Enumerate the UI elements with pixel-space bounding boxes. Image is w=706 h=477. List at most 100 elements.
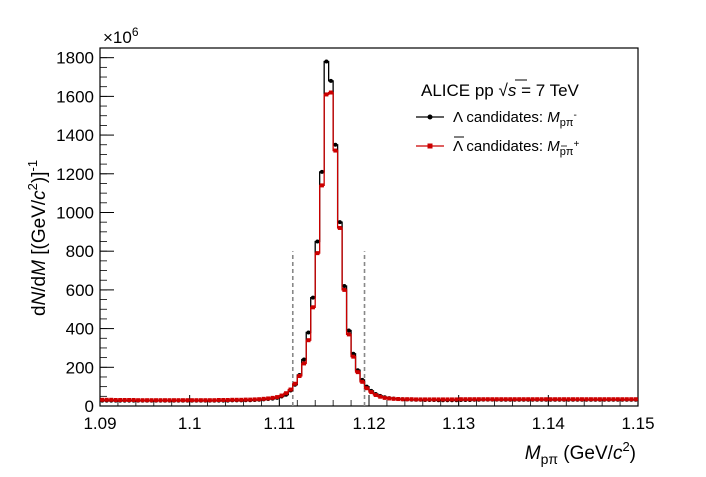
- legend-lambda-sub: pπ: [560, 117, 574, 129]
- plot-frame: [99, 47, 639, 407]
- data-point: [136, 398, 141, 403]
- data-point: [624, 397, 629, 402]
- data-point: [257, 397, 262, 402]
- data-point: [239, 397, 244, 402]
- data-point: [611, 397, 616, 402]
- data-point: [494, 397, 499, 402]
- selection-window-lines: [291, 251, 366, 406]
- data-point: [562, 397, 567, 402]
- legend-label-antilambda: Λ candidates: Mpπ+: [453, 138, 579, 158]
- x-axis-units-c: c: [613, 443, 623, 464]
- data-point: [620, 397, 625, 402]
- data-point: [490, 397, 495, 402]
- data-point: [113, 398, 118, 403]
- y-axis-exp2: 2: [25, 183, 40, 190]
- y-axis-open: [(GeV/: [29, 199, 50, 260]
- legend-antilambda-sup: +: [573, 139, 579, 150]
- data-point: [579, 397, 584, 402]
- y-axis-d1: d: [29, 305, 50, 316]
- x-axis-units-close: ): [630, 443, 636, 464]
- data-point: [171, 398, 176, 403]
- data-point: [328, 78, 333, 83]
- data-point: [306, 338, 311, 343]
- y-axis-N: N: [29, 291, 50, 305]
- data-point: [270, 395, 275, 400]
- y-axis-c: c: [29, 190, 50, 200]
- y-axis-expm1: -1: [25, 160, 40, 172]
- data-point: [337, 220, 342, 225]
- data-point: [284, 391, 289, 396]
- legend-entry-antilambda: Λ candidates: Mpπ+: [416, 136, 579, 158]
- data-point: [301, 357, 306, 362]
- data-point: [472, 397, 477, 402]
- legend-lambda-var: M: [547, 109, 560, 126]
- data-point: [180, 398, 185, 403]
- data-point: [458, 397, 463, 402]
- data-point: [203, 398, 208, 403]
- data-point: [346, 328, 351, 333]
- data-point: [154, 398, 159, 403]
- data-point: [315, 239, 320, 244]
- data-point: [324, 92, 329, 97]
- data-point: [140, 398, 145, 403]
- data-point: [454, 397, 459, 402]
- data-point: [575, 397, 580, 402]
- y-multiplier-base: ×10: [103, 28, 132, 47]
- y-tick-label: 600: [66, 281, 94, 300]
- data-point: [445, 397, 450, 402]
- data-point: [337, 225, 342, 230]
- data-point: [328, 90, 333, 95]
- legend-lambda-sup: -: [573, 110, 576, 121]
- data-point: [279, 393, 284, 398]
- x-axis-units-exp: 2: [622, 439, 629, 454]
- x-axis-tick-labels: 1.09 1.1 1.11 1.12 1.13 1.14 1.15: [83, 414, 654, 433]
- legend-antilambda-var: M: [547, 138, 560, 155]
- y-tick-label: 800: [66, 242, 94, 261]
- data-point: [225, 398, 230, 403]
- data-point: [310, 305, 315, 310]
- data-point: [517, 397, 522, 402]
- x-tick-label: 1.12: [352, 414, 385, 433]
- data-point: [553, 397, 558, 402]
- y-multiplier: ×106: [103, 25, 139, 47]
- y-tick-label: 400: [66, 320, 94, 339]
- data-point: [427, 397, 432, 402]
- data-point: [261, 396, 266, 401]
- data-point: [207, 398, 212, 403]
- data-point: [360, 379, 365, 384]
- data-point: [526, 397, 531, 402]
- data-point: [629, 397, 634, 402]
- data-point: [485, 397, 490, 402]
- data-point: [248, 397, 253, 402]
- x-tick-label: 1.14: [532, 414, 565, 433]
- x-axis-sub: pπ: [541, 451, 559, 467]
- legend-marker-lambda: [427, 114, 433, 120]
- data-point: [530, 397, 535, 402]
- y-tick-label: 1200: [56, 165, 94, 184]
- series-layer: [100, 59, 638, 403]
- data-point: [633, 397, 638, 402]
- title-var: s: [508, 81, 517, 100]
- data-point: [602, 397, 607, 402]
- data-point: [449, 397, 454, 402]
- data-point: [396, 397, 401, 402]
- data-point: [570, 397, 575, 402]
- x-tick-label: 1.11: [263, 414, 295, 433]
- data-point: [467, 397, 472, 402]
- legend-label-lambda: Λ candidates: Mpπ-: [453, 109, 577, 129]
- x-tick-label: 1.1: [178, 414, 202, 433]
- data-point: [557, 397, 562, 402]
- data-point: [508, 397, 513, 402]
- data-point: [387, 396, 392, 401]
- data-point: [440, 397, 445, 402]
- data-point: [109, 397, 114, 402]
- data-point: [122, 398, 127, 403]
- legend-lambda-main: Λ candidates:: [453, 109, 547, 126]
- data-point: [355, 370, 360, 375]
- data-point: [535, 397, 540, 402]
- data-point: [351, 354, 356, 359]
- title-prefix: ALICE pp: [421, 81, 499, 100]
- data-point: [104, 397, 109, 402]
- title-sqrt: √: [499, 81, 509, 100]
